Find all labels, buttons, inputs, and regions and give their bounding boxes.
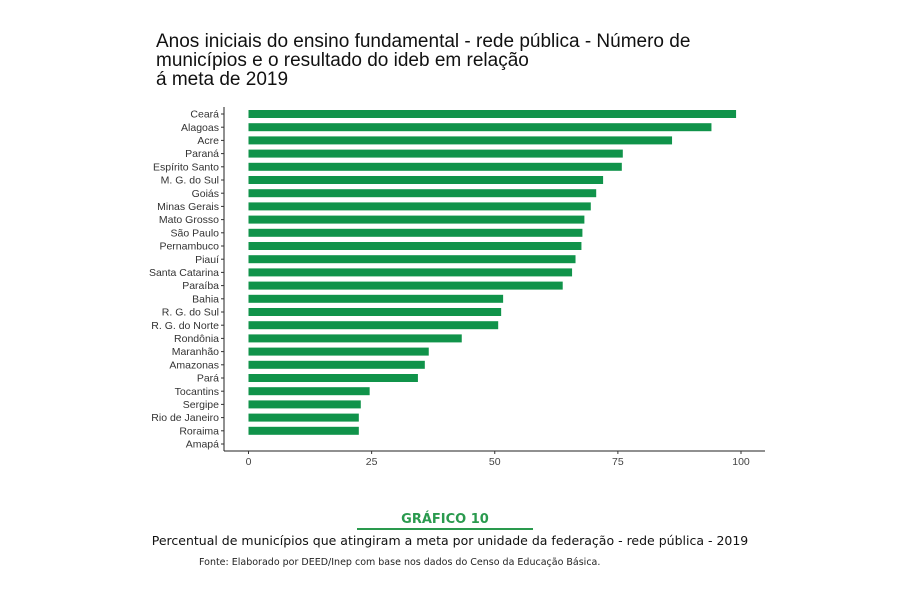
category-label: Mato Grosso bbox=[159, 214, 219, 226]
chart-title-line-1: Anos iniciais do ensino fundamental - re… bbox=[156, 31, 691, 52]
x-tick-label: 50 bbox=[489, 456, 501, 468]
bar bbox=[248, 242, 582, 250]
bar bbox=[248, 189, 597, 198]
category-label: R. G. do Norte bbox=[151, 320, 219, 332]
bar bbox=[248, 228, 583, 237]
figure-caption: Percentual de municípios que atingiram a… bbox=[151, 533, 749, 548]
category-label: Rio de Janeiro bbox=[151, 412, 219, 424]
category-label: Acre bbox=[197, 135, 219, 147]
bar bbox=[248, 202, 591, 211]
bar bbox=[248, 255, 576, 264]
category-label: Sergipe bbox=[183, 399, 219, 411]
bar bbox=[248, 387, 370, 396]
category-label: Amapá bbox=[186, 439, 219, 451]
category-label: Piauí bbox=[195, 254, 219, 266]
bar bbox=[248, 334, 462, 343]
chart-title-line-3: á meta de 2019 bbox=[156, 69, 289, 90]
bar bbox=[248, 176, 604, 184]
bar bbox=[248, 360, 425, 369]
bar bbox=[248, 162, 622, 171]
category-label: Bahia bbox=[192, 293, 219, 305]
category-label: Paraná bbox=[185, 148, 219, 160]
x-tick-label: 0 bbox=[246, 456, 252, 468]
category-label: Minas Gerais bbox=[157, 201, 219, 213]
category-label: São Paulo bbox=[171, 227, 220, 239]
category-label: Alagoas bbox=[181, 122, 219, 134]
figure-label: GRÁFICO 10 bbox=[357, 512, 533, 530]
category-label: M. G. do Sul bbox=[161, 175, 219, 187]
category-label: Espírito Santo bbox=[153, 161, 219, 173]
bar bbox=[248, 426, 359, 435]
x-tick-label: 75 bbox=[612, 456, 624, 468]
bar bbox=[248, 110, 737, 118]
bar bbox=[248, 308, 502, 316]
bar bbox=[248, 321, 499, 330]
category-label: Santa Catarina bbox=[149, 267, 219, 279]
bar bbox=[248, 413, 359, 422]
bar bbox=[248, 268, 573, 277]
category-label: Paraíba bbox=[182, 280, 219, 292]
bar bbox=[248, 294, 504, 303]
bar bbox=[248, 281, 563, 290]
category-label: Goiás bbox=[192, 188, 219, 200]
category-label: Tocantins bbox=[175, 386, 219, 398]
category-label: Amazonas bbox=[169, 359, 219, 371]
category-label: Maranhão bbox=[172, 346, 219, 358]
bar bbox=[248, 400, 361, 409]
category-label: Ceará bbox=[190, 109, 219, 121]
bar bbox=[248, 123, 712, 132]
category-label: R. G. do Sul bbox=[162, 307, 219, 319]
chart-title: Anos iniciais do ensino fundamental - re… bbox=[156, 32, 756, 89]
category-label: Pará bbox=[197, 373, 219, 385]
chart-title-line-2: municípios e o resultado do ideb em rela… bbox=[156, 50, 529, 71]
bar bbox=[248, 215, 585, 224]
bar bbox=[248, 136, 673, 145]
bar bbox=[248, 149, 623, 158]
category-label: Rondônia bbox=[174, 333, 219, 345]
bar bbox=[248, 374, 418, 382]
category-label: Roraima bbox=[179, 425, 219, 437]
x-tick-label: 100 bbox=[732, 456, 750, 468]
source-note: Fonte: Elaborado por DEED/Inep com base … bbox=[199, 557, 601, 568]
x-tick-label: 25 bbox=[366, 456, 378, 468]
category-label: Pernambuco bbox=[159, 241, 219, 253]
bar bbox=[248, 347, 429, 356]
